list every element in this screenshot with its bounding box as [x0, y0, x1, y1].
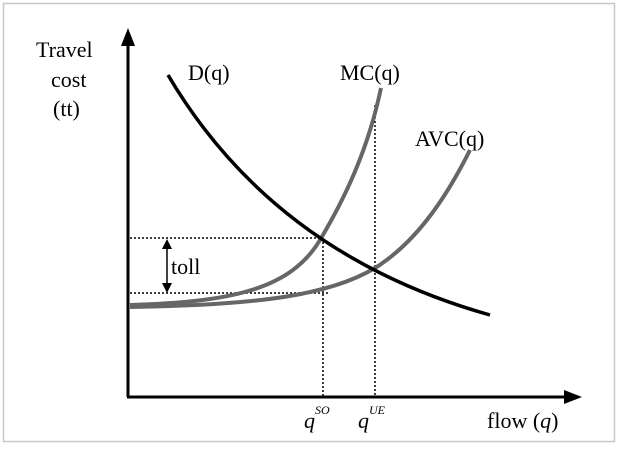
q-base: q [358, 408, 369, 433]
x-label-text: flow ( [487, 408, 540, 433]
x-label-var: q [540, 408, 551, 433]
frame [2, 2, 616, 443]
y-arrow [121, 28, 135, 46]
toll-label: toll [171, 254, 200, 279]
q-so-label: qSO [304, 403, 330, 433]
q-base: q [304, 408, 315, 433]
curve-label: MC(q) [340, 60, 400, 85]
x-label: flow (q) [487, 408, 558, 433]
avc-curve [129, 149, 472, 309]
y-label: (tt) [53, 96, 80, 121]
q-sup: UE [369, 403, 386, 417]
x-arrow [564, 390, 582, 404]
x-label-close: ) [551, 408, 558, 433]
q-ue-label: qUE [358, 403, 386, 433]
toll-arrow-head [162, 283, 172, 293]
q-sup: SO [315, 403, 330, 417]
toll-arrow-head [162, 239, 172, 249]
mc-curve [129, 87, 383, 307]
y-label: cost [51, 67, 86, 92]
y-label: Travel [36, 37, 93, 62]
curve-label: AVC(q) [415, 126, 484, 151]
curve-label: D(q) [188, 60, 230, 85]
demand-curve [166, 74, 491, 317]
